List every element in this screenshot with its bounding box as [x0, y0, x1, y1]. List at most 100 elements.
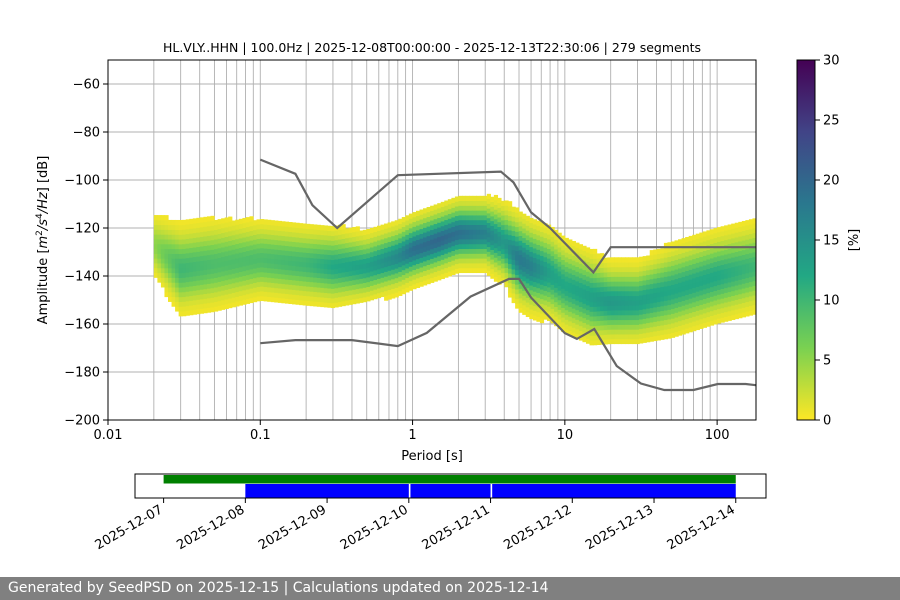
psd-bin — [699, 294, 704, 301]
psd-bin — [628, 319, 633, 325]
psd-bin — [550, 255, 555, 261]
psd-bin — [430, 205, 435, 211]
psd-bin — [571, 327, 576, 333]
psd-bin — [699, 237, 704, 243]
psd-bin — [171, 253, 176, 259]
psd-bin — [299, 299, 304, 306]
psd-bin — [695, 310, 700, 316]
psd-bin — [359, 259, 364, 265]
psd-bin — [642, 304, 647, 310]
psd-bin — [277, 288, 282, 294]
psd-bin — [359, 240, 364, 246]
psd-bin — [706, 235, 711, 241]
psd-bin — [600, 272, 605, 278]
psd-bin — [189, 305, 194, 311]
psd-bin — [281, 264, 286, 270]
psd-bin — [522, 232, 527, 239]
psd-bin — [702, 241, 708, 247]
psd-bin — [160, 248, 166, 254]
psd-bin — [688, 255, 693, 261]
psd-bin — [525, 297, 530, 303]
psd-bin — [274, 263, 279, 269]
psd-bin — [628, 305, 633, 311]
psd-bin — [380, 291, 385, 298]
psd-bin — [352, 250, 357, 257]
psd-bin — [670, 308, 676, 314]
psd-bin — [663, 310, 669, 316]
psd-bin — [199, 289, 205, 295]
psd-bin — [706, 239, 711, 246]
psd-bin — [238, 271, 243, 277]
psd-bin — [479, 205, 484, 211]
psd-bin — [323, 263, 329, 270]
psd-bin — [454, 239, 460, 245]
psd-bin — [695, 257, 700, 263]
psd-bin — [610, 271, 615, 277]
psd-bin — [575, 285, 580, 292]
psd-bin — [571, 274, 576, 280]
psd-bin — [731, 252, 736, 258]
psd-bin — [635, 271, 640, 277]
psd-bin — [263, 248, 268, 254]
psd-bin — [582, 298, 587, 304]
psd-bin — [330, 298, 336, 304]
psd-bin — [306, 295, 311, 302]
psd-bin — [603, 339, 608, 345]
psd-bin — [210, 215, 215, 222]
psd-bin — [720, 269, 725, 275]
psd-bin — [423, 270, 428, 276]
psd-bin — [486, 198, 491, 204]
psd-bin — [639, 319, 644, 325]
psd-bin — [575, 295, 580, 301]
psd-bin — [384, 290, 389, 296]
psd-bin — [717, 236, 722, 242]
psd-bin — [720, 298, 725, 304]
psd-bin — [603, 257, 608, 263]
psd-bin — [522, 309, 527, 315]
psd-bin — [663, 329, 669, 335]
psd-bin — [678, 282, 683, 288]
psd-bin — [256, 296, 261, 302]
psd-bin — [206, 225, 212, 232]
psd-bin — [731, 247, 736, 253]
psd-bin — [178, 306, 183, 312]
psd-bin — [210, 244, 215, 250]
psd-bin — [610, 290, 615, 297]
psd-bin — [649, 336, 654, 342]
psd-bin — [288, 279, 293, 285]
psd-bin — [235, 291, 240, 297]
psd-bin — [171, 282, 176, 288]
psd-bin — [508, 253, 513, 260]
psd-bin — [547, 239, 552, 245]
psd-bin — [401, 289, 406, 295]
psd-bin — [164, 267, 169, 274]
psd-bin — [709, 262, 715, 269]
psd-bin — [345, 247, 350, 253]
y-axis-label: Amplitude [m2/s4/Hz] [dB] — [35, 156, 51, 325]
psd-bin — [607, 276, 612, 282]
psd-bin — [334, 273, 339, 279]
psd-bin — [465, 258, 470, 264]
psd-bin — [593, 296, 598, 303]
psd-bin — [469, 205, 474, 211]
psd-bin — [401, 250, 406, 256]
psd-bin — [674, 293, 679, 299]
psd-bin — [270, 258, 275, 264]
psd-bin — [423, 265, 428, 272]
psd-bin — [341, 272, 346, 278]
psd-bin — [182, 272, 187, 278]
psd-bin — [338, 229, 343, 235]
psd-bin — [476, 210, 481, 216]
psd-bin — [642, 256, 647, 262]
psd-bin — [415, 234, 421, 240]
psd-bin — [596, 325, 601, 331]
psd-bin — [458, 215, 463, 221]
psd-bin — [656, 292, 661, 298]
psd-bin — [153, 229, 158, 235]
psd-bin — [561, 254, 566, 260]
psd-bin — [667, 285, 672, 291]
psd-bin — [164, 215, 169, 221]
psd-bin — [302, 271, 307, 277]
psd-bin — [571, 293, 576, 300]
psd-bin — [171, 277, 176, 283]
